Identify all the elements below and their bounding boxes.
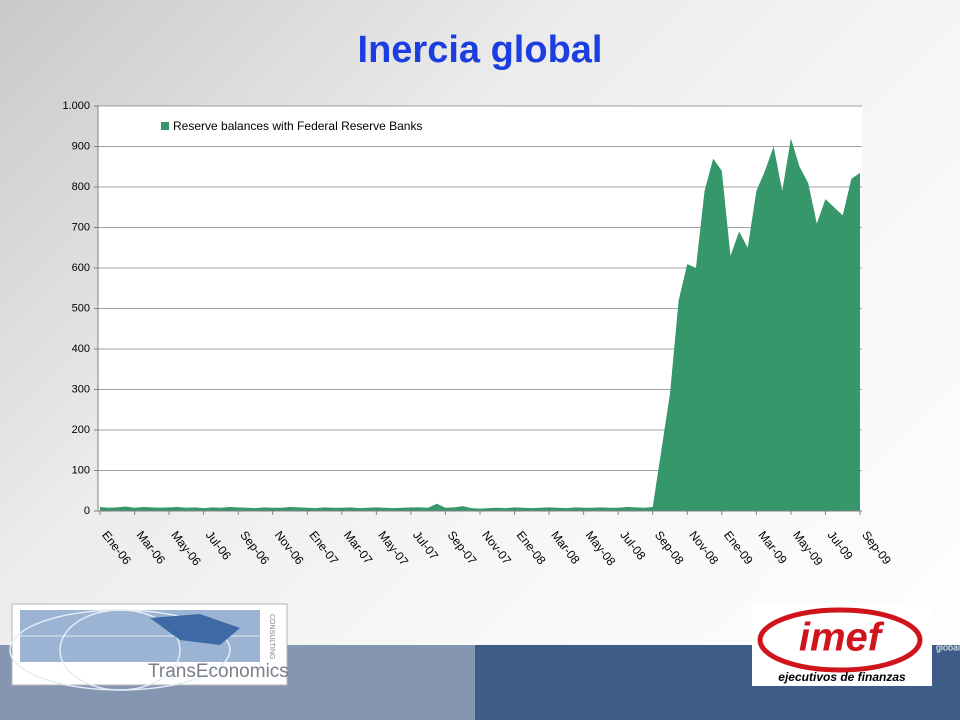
logo-text: imef: [799, 616, 885, 660]
y-tick-label: 800: [72, 181, 90, 193]
x-tick-label: Sep-07: [445, 528, 480, 567]
chart-title: Inercia global: [358, 29, 603, 71]
y-tick-label: 300: [72, 383, 90, 395]
y-tick-label: 0: [84, 505, 90, 517]
y-tick-label: 400: [72, 343, 90, 355]
y-tick-label: 700: [72, 221, 90, 233]
x-tick-label: Jul-08: [617, 528, 648, 563]
logo-subtext: CONSULTING: [268, 614, 275, 659]
x-tick-label: Sep-09: [859, 528, 894, 567]
x-tick-label: Nov-07: [479, 528, 514, 567]
x-tick-label: Ene-07: [306, 528, 341, 567]
x-tick-label: Sep-06: [237, 528, 272, 567]
x-tick-label: May-09: [790, 528, 826, 568]
x-tick-label: Mar-06: [134, 528, 169, 567]
x-tick-label: Mar-07: [341, 528, 376, 567]
y-tick-label: 100: [72, 464, 90, 476]
y-tick-label: 900: [72, 140, 90, 152]
footer-text: global: [936, 642, 960, 652]
x-tick-label: Sep-08: [652, 528, 687, 567]
x-tick-label: Jul-06: [203, 528, 234, 563]
x-tick-label: Jul-07: [410, 528, 441, 563]
x-tick-label: Ene-09: [721, 528, 756, 567]
x-tick-label: Jul-09: [825, 528, 856, 563]
logo-subtext: ejecutivos de finanzas: [778, 670, 906, 684]
x-tick-label: May-08: [583, 528, 619, 568]
x-tick-label: Ene-08: [514, 528, 549, 567]
x-tick-label: Nov-08: [686, 528, 721, 567]
y-tick-label: 500: [72, 302, 90, 314]
legend-swatch: [161, 122, 169, 130]
y-tick-label: 200: [72, 424, 90, 436]
y-tick-label: 1.000: [62, 100, 90, 112]
x-tick-label: Mar-08: [548, 528, 583, 567]
x-tick-label: Mar-09: [756, 528, 791, 567]
logo-right: imef ejecutivos de finanzas: [752, 603, 932, 686]
logo-text: TransEconomics: [148, 661, 289, 682]
x-tick-label: Ene-06: [99, 528, 134, 567]
x-tick-label: May-07: [376, 528, 412, 568]
logo-left: TransEconomics CONSULTING: [9, 603, 289, 691]
legend-label: Reserve balances with Federal Reserve Ba…: [173, 119, 422, 133]
x-tick-label: May-06: [168, 528, 204, 568]
area: [100, 138, 860, 511]
y-tick-label: 600: [72, 262, 90, 274]
x-tick-label: Nov-06: [272, 528, 307, 567]
